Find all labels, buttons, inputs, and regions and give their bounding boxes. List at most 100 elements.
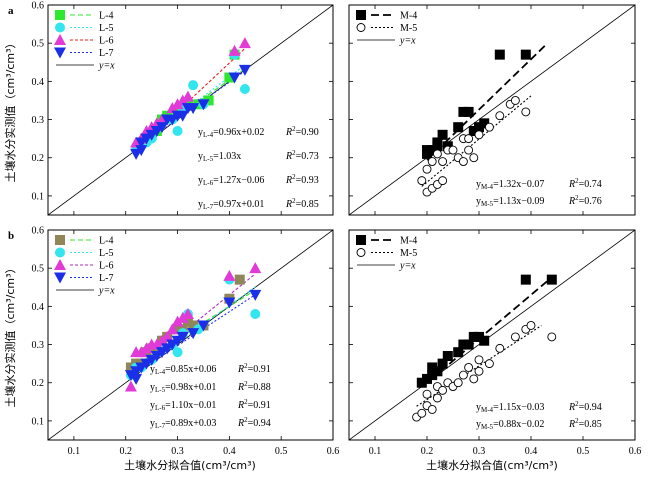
regression-equation-l-4: yL-4=0.85x+0.06 [150, 364, 216, 376]
r-squared-m-5: R2=0.85 [568, 417, 602, 430]
legend-marker-m-5 [356, 248, 366, 257]
data-point-l-6 [156, 113, 168, 125]
data-point-m-5 [427, 157, 437, 166]
data-point-l-7 [176, 110, 189, 122]
data-point-m-4 [474, 122, 484, 133]
y-tick-label: 0.4 [32, 302, 45, 313]
regression-equation-m-4: yM-4=1.32x−0.07 [476, 179, 544, 191]
x-tick-label: 0.4 [525, 446, 538, 457]
x-tick-label: 0.4 [223, 446, 236, 457]
data-point-m-4 [422, 373, 432, 384]
panel-b-right: 0.1 0.2 0.3 0.4 0.5 0.6 M-4M-5 y=x yM-4=1.15x−0.… [348, 229, 642, 457]
regression-equation-l-7: yL-7=0.97x+0.01 [198, 199, 264, 211]
r-squared-l-4: R2=0.90 [285, 125, 319, 138]
reference-line-y-equals-x [349, 230, 635, 440]
data-point-l-7 [135, 145, 148, 157]
x-tick-label: 0.5 [577, 446, 590, 457]
data-point-m-5 [510, 96, 520, 105]
y-axis-label-a: 土壤水分实测值（cm³/cm³） [3, 37, 17, 182]
legend-marker-m-5 [356, 23, 366, 32]
data-point-m-4 [468, 331, 479, 342]
data-point-m-4 [474, 331, 484, 342]
data-point-m-4 [437, 358, 448, 369]
r-squared-m-4: R2=0.94 [568, 400, 602, 413]
data-point-l-7 [156, 122, 168, 134]
r-squared-m-5: R2=0.76 [568, 194, 602, 207]
data-point-l-4 [188, 320, 199, 331]
data-point-m-5 [438, 157, 448, 166]
data-point-m-5 [484, 359, 494, 369]
data-point-l-6 [223, 269, 236, 281]
regression-equation-l-6: yL-6=1.10x−0.01 [150, 400, 216, 412]
y-tick-label: 0.5 [32, 264, 45, 275]
legend-marker-m-4 [356, 10, 366, 20]
legend-label-l-7: L-7 [99, 48, 113, 59]
fit-line-m-5 [416, 325, 542, 407]
data-point-m-5 [495, 343, 505, 353]
data-point-m-5 [448, 145, 458, 155]
data-point-l-5 [172, 126, 183, 136]
data-point-m-4 [479, 335, 490, 346]
legend-label-m-4: M-4 [400, 236, 417, 247]
data-point-l-6 [124, 380, 137, 392]
data-point-l-6 [150, 338, 163, 350]
x-tick-label: 0.1 [369, 446, 382, 457]
data-point-l-5 [188, 80, 199, 91]
legend-label-l-6: L-6 [99, 36, 113, 47]
data-point-m-4 [458, 106, 469, 117]
data-point-l-6 [249, 262, 262, 274]
legend-marker-l-7 [54, 272, 66, 284]
data-point-m-5 [484, 122, 494, 132]
data-point-m-5 [474, 366, 484, 376]
legend-marker-l-6 [54, 259, 66, 270]
r-squared-l-6: R2=0.91 [237, 398, 271, 411]
legend-label-m-4: M-4 [400, 11, 417, 22]
data-point-m-5 [474, 130, 484, 140]
data-point-m-4 [520, 49, 531, 60]
legend-marker-m-4 [356, 235, 366, 245]
data-point-m-4 [422, 145, 432, 156]
data-point-l-7 [249, 289, 262, 301]
data-point-m-4 [546, 274, 557, 285]
x-tick-label: 0.1 [68, 446, 81, 457]
plot-frame [47, 4, 334, 216]
data-point-l-7 [197, 320, 210, 332]
data-point-m-5 [547, 332, 557, 342]
panel-letter: a [8, 5, 14, 17]
data-point-l-7 [130, 373, 143, 385]
data-point-m-5 [438, 385, 448, 395]
y-tick-label: 0.2 [32, 153, 45, 164]
data-point-l-6 [130, 136, 143, 148]
legend-label-l-4: L-4 [99, 236, 113, 247]
data-point-m-4 [463, 339, 474, 350]
legend-marker-l-5 [55, 22, 65, 33]
data-point-l-7 [238, 64, 251, 76]
data-point-l-7 [197, 99, 210, 111]
r-squared-l-4: R2=0.91 [237, 362, 271, 375]
y-tick-label: 0.5 [32, 39, 45, 50]
panel-b-left: 0.1 0.2 0.3 0.4 0.5 0.6 0.1 0.2 0.3 0.4 0.5 0.6 b L-4… [8, 226, 339, 458]
data-point-l-6 [140, 342, 153, 354]
data-point-m-5 [510, 332, 520, 342]
x-tick-label: 0.2 [119, 446, 132, 457]
x-tick-label: 0.3 [171, 446, 184, 457]
data-point-m-5 [526, 321, 536, 330]
x-tick-label: 0.5 [275, 446, 288, 457]
panel-a-right: M-4M-5 y=x yM-4=1.32x−0.07 R2=0.74 yM-5=1.13… [348, 4, 636, 216]
y-tick-label: 0.6 [32, 1, 45, 12]
data-point-m-4 [468, 126, 479, 136]
regression-equation-l-5: yL-5=0.98x+0.01 [150, 382, 216, 394]
data-point-l-6 [156, 334, 168, 346]
data-point-m-5 [469, 153, 479, 163]
data-point-m-5 [458, 157, 468, 166]
y-tick-label: 0.1 [32, 416, 45, 427]
legend-marker-l-7 [54, 47, 66, 59]
data-point-m-5 [495, 111, 505, 121]
x-tick-label: 0.6 [629, 446, 642, 457]
reference-line-y-equals-x [48, 5, 333, 215]
data-point-l-5 [250, 309, 261, 319]
data-point-l-6 [181, 90, 194, 102]
legend-label-l-7: L-7 [99, 273, 113, 284]
data-point-l-4 [234, 274, 245, 285]
